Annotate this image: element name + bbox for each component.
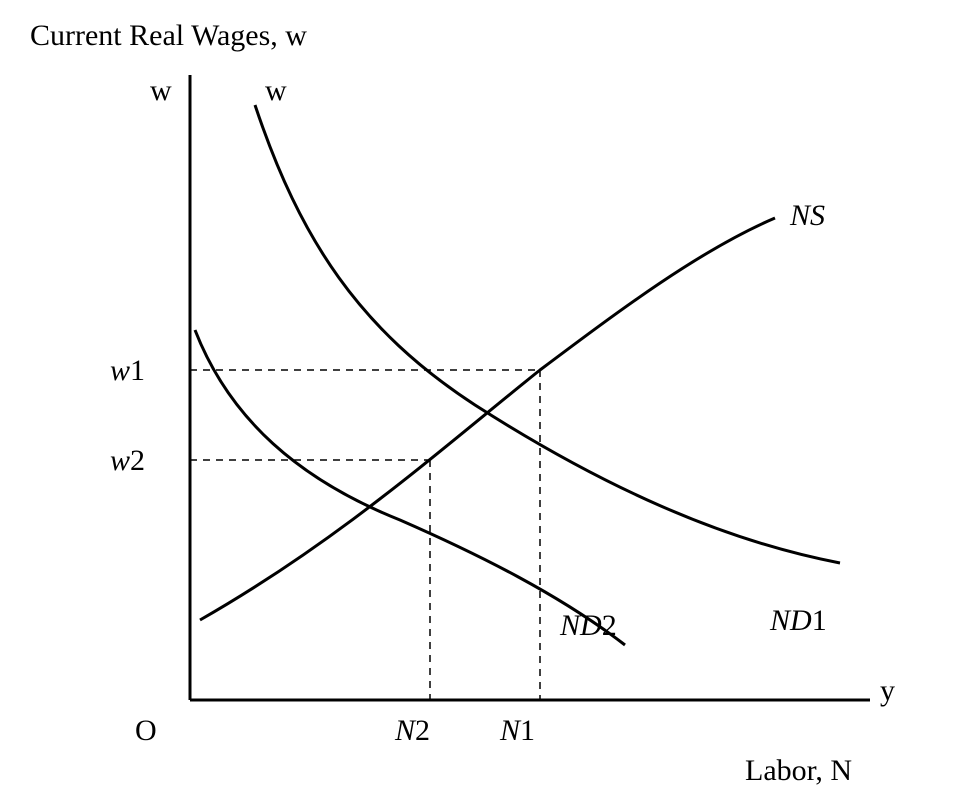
y-side-label: y [880,674,895,707]
y-axis-top-label: w [150,74,172,107]
w-curve-label: w [265,74,287,107]
ns-label: NS [789,199,825,232]
axes [190,75,870,700]
labor-market-diagram: Current Real Wages, w w w NS ND1 ND2 y L… [0,0,975,808]
curves [195,105,840,645]
chart-title: Current Real Wages, w [30,19,307,52]
w2-tick: w2 [110,444,145,477]
n2-tick: N2 [394,714,430,747]
nd1-label: ND1 [769,604,827,637]
origin-label: O [135,714,157,747]
demand2-curve [195,330,625,645]
nd2-label: ND2 [559,609,617,642]
w1-tick: w1 [110,354,145,387]
n1-tick: N1 [499,714,535,747]
labels: Current Real Wages, w w w NS ND1 ND2 y L… [30,19,895,787]
x-axis-label: Labor, N [745,754,852,787]
reference-lines [190,370,540,700]
